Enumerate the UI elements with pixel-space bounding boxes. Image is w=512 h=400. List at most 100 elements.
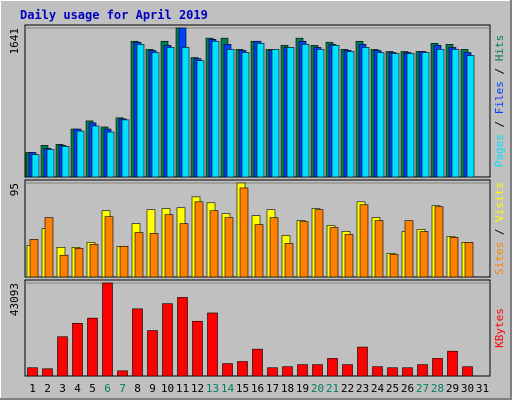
bar bbox=[329, 227, 339, 278]
bar bbox=[462, 366, 473, 377]
x-tick-label: 17 bbox=[266, 382, 279, 395]
bar bbox=[42, 368, 53, 377]
legend-separator: / bbox=[493, 61, 506, 81]
legend-entry: KBytes bbox=[493, 308, 506, 348]
bar bbox=[166, 47, 175, 178]
x-tick-label: 7 bbox=[119, 382, 126, 395]
bar bbox=[387, 367, 398, 377]
bar bbox=[119, 246, 129, 278]
bar bbox=[224, 217, 234, 278]
x-tick-label: 18 bbox=[281, 382, 294, 395]
bar bbox=[451, 49, 460, 178]
bar bbox=[434, 206, 444, 278]
x-tick-label: 13 bbox=[206, 382, 219, 395]
bar bbox=[72, 323, 83, 377]
bar bbox=[196, 60, 205, 178]
x-tick-label: 15 bbox=[236, 382, 249, 395]
bar bbox=[357, 346, 368, 377]
bar bbox=[256, 43, 265, 178]
bar bbox=[419, 231, 429, 278]
bar bbox=[391, 53, 400, 178]
bar bbox=[376, 52, 385, 178]
x-tick-label: 3 bbox=[59, 382, 66, 395]
bar bbox=[299, 221, 309, 278]
bar bbox=[31, 154, 40, 178]
x-tick-label: 29 bbox=[446, 382, 459, 395]
bar bbox=[269, 217, 279, 278]
bar bbox=[316, 49, 325, 178]
x-tick-label: 12 bbox=[191, 382, 204, 395]
x-tick-label: 23 bbox=[356, 382, 369, 395]
bar bbox=[342, 364, 353, 377]
y-tick-label: 1641 bbox=[8, 28, 21, 55]
x-tick-label: 9 bbox=[149, 382, 156, 395]
x-tick-label: 11 bbox=[176, 382, 189, 395]
bar bbox=[389, 253, 399, 278]
legend: KBytes bbox=[493, 308, 506, 348]
bar bbox=[147, 330, 158, 377]
bar bbox=[237, 361, 248, 377]
bar bbox=[194, 201, 204, 278]
bar bbox=[89, 244, 99, 278]
bar bbox=[136, 44, 145, 178]
x-tick-label: 30 bbox=[461, 382, 474, 395]
chart-title: Daily usage for April 2019 bbox=[20, 8, 208, 22]
bar bbox=[252, 348, 263, 377]
bar bbox=[436, 49, 445, 178]
bar bbox=[162, 303, 173, 377]
bar bbox=[91, 125, 100, 178]
bar bbox=[74, 248, 84, 278]
bar bbox=[76, 130, 85, 178]
bar bbox=[327, 358, 338, 377]
x-tick-label: 31 bbox=[476, 382, 489, 395]
bar bbox=[57, 336, 68, 377]
legend-entry: Pages bbox=[493, 134, 506, 167]
bar bbox=[134, 232, 144, 278]
bar bbox=[177, 297, 188, 377]
bar bbox=[241, 52, 250, 178]
x-tick-label: 10 bbox=[161, 382, 174, 395]
bar bbox=[121, 119, 130, 178]
bar bbox=[27, 367, 38, 377]
x-tick-label: 21 bbox=[326, 382, 339, 395]
bar bbox=[432, 358, 443, 377]
x-tick-label: 14 bbox=[221, 382, 235, 395]
bar bbox=[44, 217, 54, 278]
bar bbox=[301, 44, 310, 178]
bar bbox=[149, 233, 159, 278]
bar bbox=[104, 216, 114, 278]
bar bbox=[421, 52, 430, 178]
x-tick-label: 6 bbox=[104, 382, 111, 395]
bar bbox=[132, 308, 143, 377]
x-tick-label: 27 bbox=[416, 382, 429, 395]
bar bbox=[284, 243, 294, 278]
bar bbox=[239, 187, 249, 278]
bar bbox=[151, 52, 160, 178]
bar bbox=[374, 220, 384, 278]
bar bbox=[254, 224, 264, 278]
y-tick-label: 95 bbox=[8, 183, 21, 196]
bar bbox=[404, 220, 414, 278]
bar bbox=[271, 49, 280, 178]
bar bbox=[222, 363, 233, 377]
x-tick-label: 8 bbox=[134, 382, 141, 395]
bar bbox=[402, 367, 413, 377]
bar bbox=[267, 367, 278, 377]
bar bbox=[117, 370, 128, 377]
bar bbox=[361, 47, 370, 178]
bar bbox=[207, 312, 218, 377]
x-tick-label: 26 bbox=[401, 382, 414, 395]
x-tick-label: 19 bbox=[296, 382, 309, 395]
bar bbox=[466, 55, 475, 178]
bar bbox=[447, 350, 458, 377]
bar bbox=[314, 209, 324, 278]
bar bbox=[331, 45, 340, 178]
x-tick-label: 5 bbox=[89, 382, 96, 395]
bar bbox=[449, 237, 459, 278]
bar bbox=[106, 131, 115, 178]
bar bbox=[59, 254, 69, 278]
bar bbox=[464, 242, 474, 278]
x-tick-label: 1 bbox=[29, 382, 36, 395]
